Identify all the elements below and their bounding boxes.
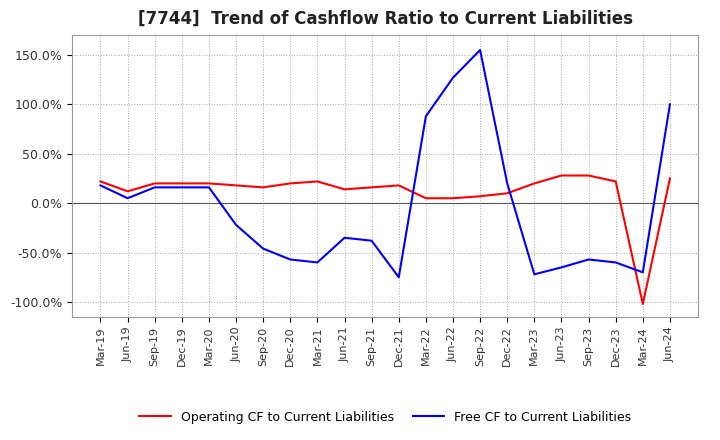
Operating CF to Current Liabilities [232, 183, 240, 188]
Operating CF to Current Liabilities [665, 176, 674, 181]
Free CF to Current Liabilities [476, 48, 485, 53]
Operating CF to Current Liabilities [611, 179, 620, 184]
Free CF to Current Liabilities [449, 75, 457, 81]
Free CF to Current Liabilities [341, 235, 349, 240]
Operating CF to Current Liabilities [204, 181, 213, 186]
Free CF to Current Liabilities [557, 265, 566, 270]
Free CF to Current Liabilities [530, 271, 539, 277]
Operating CF to Current Liabilities [341, 187, 349, 192]
Free CF to Current Liabilities [259, 246, 268, 251]
Operating CF to Current Liabilities [178, 181, 186, 186]
Free CF to Current Liabilities [665, 102, 674, 107]
Free CF to Current Liabilities [611, 260, 620, 265]
Free CF to Current Liabilities [367, 238, 376, 243]
Operating CF to Current Liabilities [286, 181, 294, 186]
Operating CF to Current Liabilities [123, 189, 132, 194]
Operating CF to Current Liabilities [449, 196, 457, 201]
Free CF to Current Liabilities [584, 257, 593, 262]
Operating CF to Current Liabilities [421, 196, 430, 201]
Free CF to Current Liabilities [150, 185, 159, 190]
Operating CF to Current Liabilities [259, 185, 268, 190]
Operating CF to Current Liabilities [150, 181, 159, 186]
Free CF to Current Liabilities [286, 257, 294, 262]
Free CF to Current Liabilities [123, 196, 132, 201]
Free CF to Current Liabilities [178, 185, 186, 190]
Operating CF to Current Liabilities [96, 179, 105, 184]
Operating CF to Current Liabilities [476, 194, 485, 199]
Free CF to Current Liabilities [421, 114, 430, 119]
Operating CF to Current Liabilities [395, 183, 403, 188]
Operating CF to Current Liabilities [530, 181, 539, 186]
Line: Free CF to Current Liabilities: Free CF to Current Liabilities [101, 50, 670, 277]
Operating CF to Current Liabilities [313, 179, 322, 184]
Free CF to Current Liabilities [204, 185, 213, 190]
Operating CF to Current Liabilities [639, 301, 647, 307]
Operating CF to Current Liabilities [503, 191, 511, 196]
Free CF to Current Liabilities [96, 183, 105, 188]
Line: Operating CF to Current Liabilities: Operating CF to Current Liabilities [101, 176, 670, 304]
Title: [7744]  Trend of Cashflow Ratio to Current Liabilities: [7744] Trend of Cashflow Ratio to Curren… [138, 10, 633, 28]
Free CF to Current Liabilities [639, 270, 647, 275]
Legend: Operating CF to Current Liabilities, Free CF to Current Liabilities: Operating CF to Current Liabilities, Fre… [135, 406, 636, 429]
Free CF to Current Liabilities [232, 222, 240, 227]
Free CF to Current Liabilities [395, 275, 403, 280]
Free CF to Current Liabilities [313, 260, 322, 265]
Free CF to Current Liabilities [503, 181, 511, 186]
Operating CF to Current Liabilities [557, 173, 566, 178]
Operating CF to Current Liabilities [367, 185, 376, 190]
Operating CF to Current Liabilities [584, 173, 593, 178]
